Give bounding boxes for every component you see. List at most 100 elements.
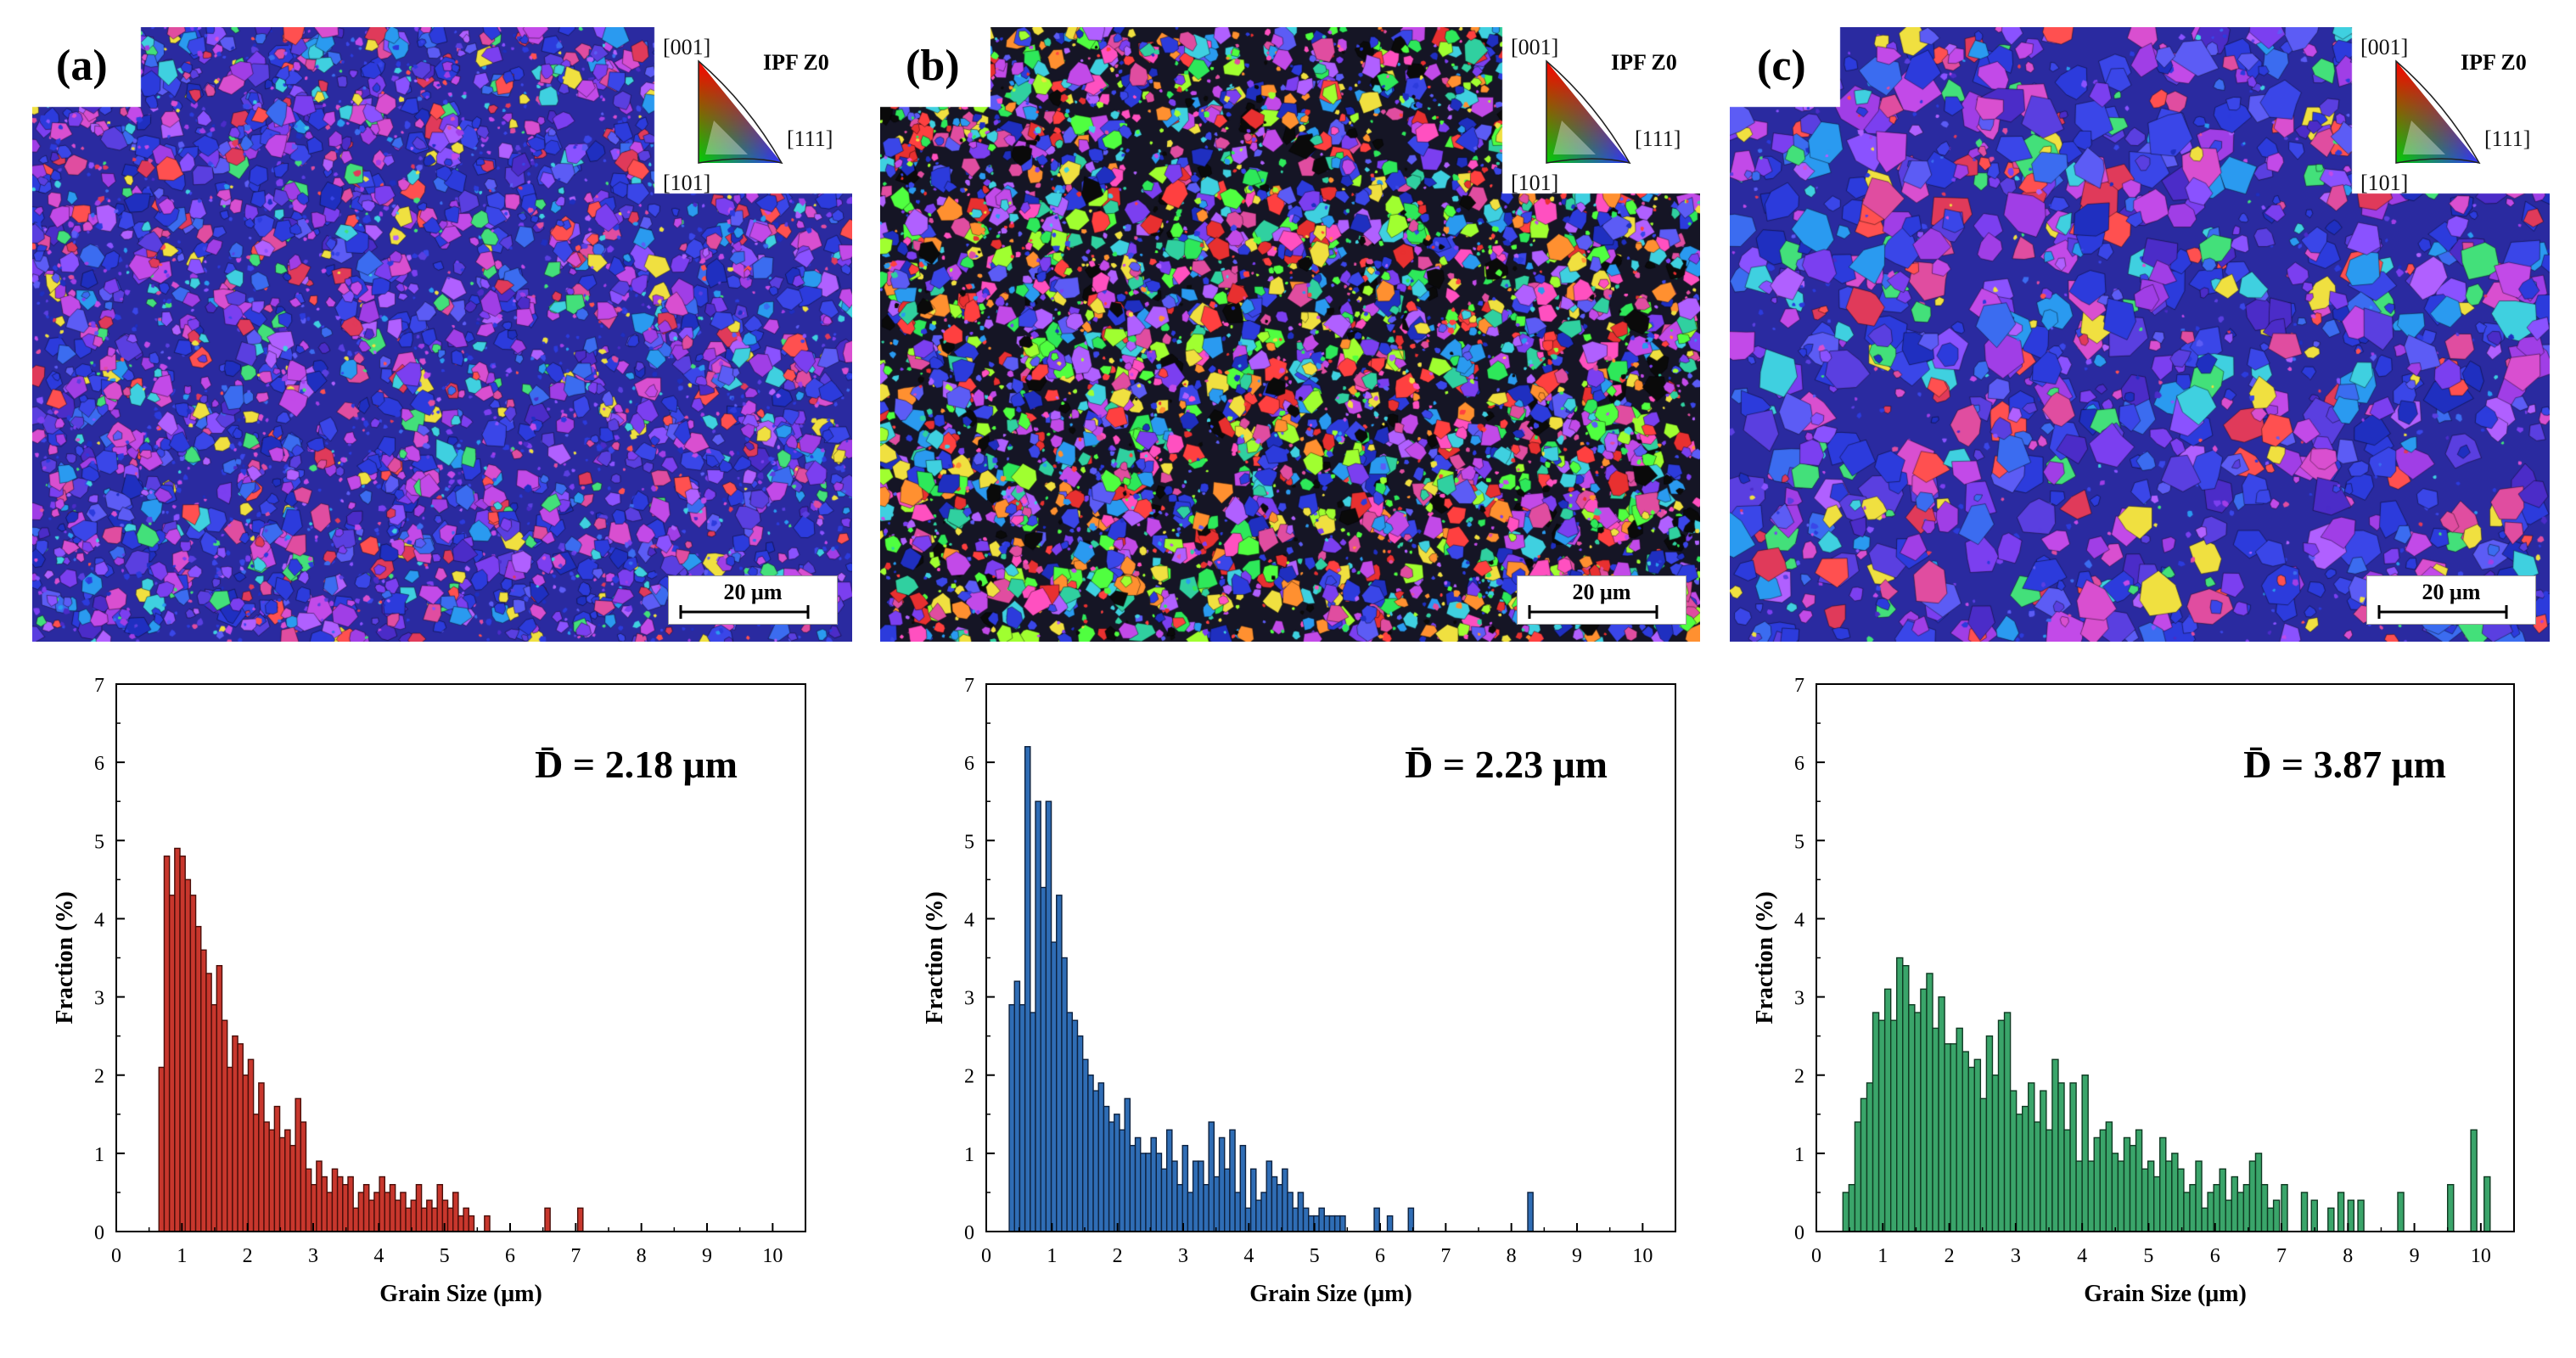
- histogram-bar: [237, 1043, 244, 1232]
- x-tick-label: 8: [637, 1245, 647, 1267]
- y-axis-title: Fraction (%): [52, 891, 78, 1024]
- y-tick-label: 1: [94, 1144, 104, 1166]
- ipf-triangle-legend: [001] [101] [111] IPF Z0: [1511, 35, 1681, 195]
- y-tick-label: 0: [94, 1222, 104, 1244]
- histogram-bar: [1229, 1129, 1236, 1232]
- histogram-bar: [1056, 895, 1063, 1232]
- histogram-b: 0 1 2 3 4 5 6 7 8 9 10 0 1 2 3 4 5 6 7 Grain Size (μm) Fract…: [858, 671, 1716, 1354]
- histogram-bar: [268, 1129, 276, 1232]
- scale-bar: 20 μm: [668, 575, 838, 625]
- histogram-bar: [1991, 1075, 2000, 1232]
- ipf-legend: [001] [101] [111] IPF Z0: [654, 27, 852, 195]
- x-tick-label: 10: [762, 1245, 783, 1267]
- histogram-bar: [263, 1121, 270, 1232]
- histogram-bar: [2236, 1192, 2245, 1232]
- panel-label: (b): [906, 42, 960, 90]
- histogram-bar: [576, 1207, 584, 1232]
- histogram-bar: [1008, 1004, 1015, 1232]
- histogram-bar: [2015, 1114, 2023, 1232]
- histogram-bar: [1889, 1019, 1898, 1232]
- histogram-bar: [457, 1215, 464, 1232]
- histogram-bar: [210, 1004, 218, 1232]
- grain-size-histogram: 0 1 2 3 4 5 6 7 8 9 10 0 1 2 3 4 5 6 7 Grain Size (μm) Fract…: [52, 675, 806, 1307]
- y-tick-label: 4: [1794, 909, 1804, 931]
- ipf-triangle-legend: [001] [101] [111] IPF Z0: [663, 35, 833, 195]
- mean-grain-size-label: D̄ = 2.18 μm: [535, 743, 738, 786]
- histogram-bar: [1920, 988, 1928, 1232]
- histogram-bar: [2260, 1184, 2269, 1232]
- scale-bar: 20 μm: [1517, 575, 1686, 625]
- x-tick-label: 7: [570, 1245, 581, 1267]
- histogram-bar: [2159, 1136, 2167, 1232]
- histogram-bar: [1386, 1215, 1394, 1232]
- histogram-bar: [331, 1168, 339, 1232]
- histogram-bar: [326, 1192, 334, 1232]
- histogram-bar: [1318, 1207, 1325, 1232]
- histogram-bar: [400, 1192, 407, 1232]
- histogram-bar: [168, 895, 176, 1232]
- histogram-bar: [1979, 1097, 1988, 1232]
- histogram-bar: [1013, 980, 1021, 1232]
- histogram-bar: [1877, 1019, 1886, 1232]
- x-tick-label: 6: [1375, 1245, 1385, 1267]
- histogram-bar: [1902, 965, 1910, 1232]
- histogram-bar: [468, 1215, 475, 1232]
- histogram-bar: [289, 1144, 296, 1232]
- histogram-bar: [1276, 1184, 1283, 1232]
- x-tick-label: 2: [243, 1245, 253, 1267]
- histogram-bar: [1323, 1215, 1331, 1232]
- histogram-bar: [2046, 1129, 2053, 1232]
- histogram-bar: [1160, 1168, 1168, 1232]
- ipf-101-label: [101]: [663, 171, 710, 194]
- x-axis-title: Grain Size (μm): [379, 1281, 542, 1307]
- histogram-bar: [2177, 1168, 2185, 1232]
- scale-bar: 20 μm: [2366, 575, 2536, 625]
- histogram-bar: [1124, 1097, 1131, 1232]
- scale-bar-line: [2377, 605, 2508, 619]
- histogram-bar: [300, 1121, 307, 1232]
- histogram-bar: [1203, 1184, 1209, 1232]
- histogram-bar: [2105, 1121, 2113, 1232]
- histogram-bar: [2117, 1160, 2125, 1232]
- panel-label: (a): [56, 42, 108, 90]
- histogram-bar: [252, 1114, 260, 1232]
- scale-bar-line: [1528, 605, 1658, 619]
- histogram-bar: [2219, 1168, 2226, 1232]
- histogram-bar: [1140, 1153, 1147, 1232]
- histogram-bar: [1944, 1043, 1951, 1232]
- y-tick-label: 2: [964, 1066, 974, 1088]
- ipf-001-label: [001]: [1511, 35, 1558, 59]
- histogram-bar: [1308, 1215, 1315, 1232]
- histogram-bar: [316, 1160, 323, 1232]
- histogram-bar: [1527, 1192, 1534, 1232]
- histogram-bar: [2093, 1136, 2101, 1232]
- x-tick-label: 10: [2471, 1245, 2491, 1267]
- x-tick-label: 4: [1243, 1245, 1254, 1267]
- y-tick-label: 1: [964, 1144, 974, 1166]
- histogram-bar: [158, 1066, 166, 1232]
- histogram-bar: [273, 1105, 281, 1232]
- y-axis-title: Fraction (%): [1752, 891, 1778, 1024]
- histogram-bar: [2075, 1160, 2083, 1232]
- histogram-bar: [368, 1199, 375, 1232]
- histogram-bar: [2254, 1153, 2263, 1232]
- histogram-bar: [1287, 1192, 1294, 1232]
- histogram-bar: [1081, 1058, 1089, 1232]
- histogram-bar: [394, 1199, 401, 1232]
- x-tick-label: 5: [440, 1245, 450, 1267]
- histogram-bar: [1108, 1121, 1115, 1232]
- x-tick-label: 9: [702, 1245, 712, 1267]
- histogram-bar: [174, 847, 181, 1232]
- histogram-bar: [2470, 1129, 2478, 1232]
- histogram-bar: [2141, 1168, 2149, 1232]
- histogram-bar: [295, 1097, 302, 1232]
- histogram-bar: [194, 925, 202, 1232]
- ipf-111-label: [111]: [1635, 126, 1681, 151]
- ipf-111-label: [111]: [2484, 126, 2530, 151]
- ipf-001-label: [001]: [2360, 35, 2408, 59]
- histogram-bar: [362, 1184, 370, 1232]
- histogram-bar: [1208, 1121, 1215, 1232]
- histogram-bar: [226, 1066, 233, 1232]
- histogram-bar: [2310, 1199, 2318, 1232]
- histogram-bar: [2337, 1192, 2345, 1232]
